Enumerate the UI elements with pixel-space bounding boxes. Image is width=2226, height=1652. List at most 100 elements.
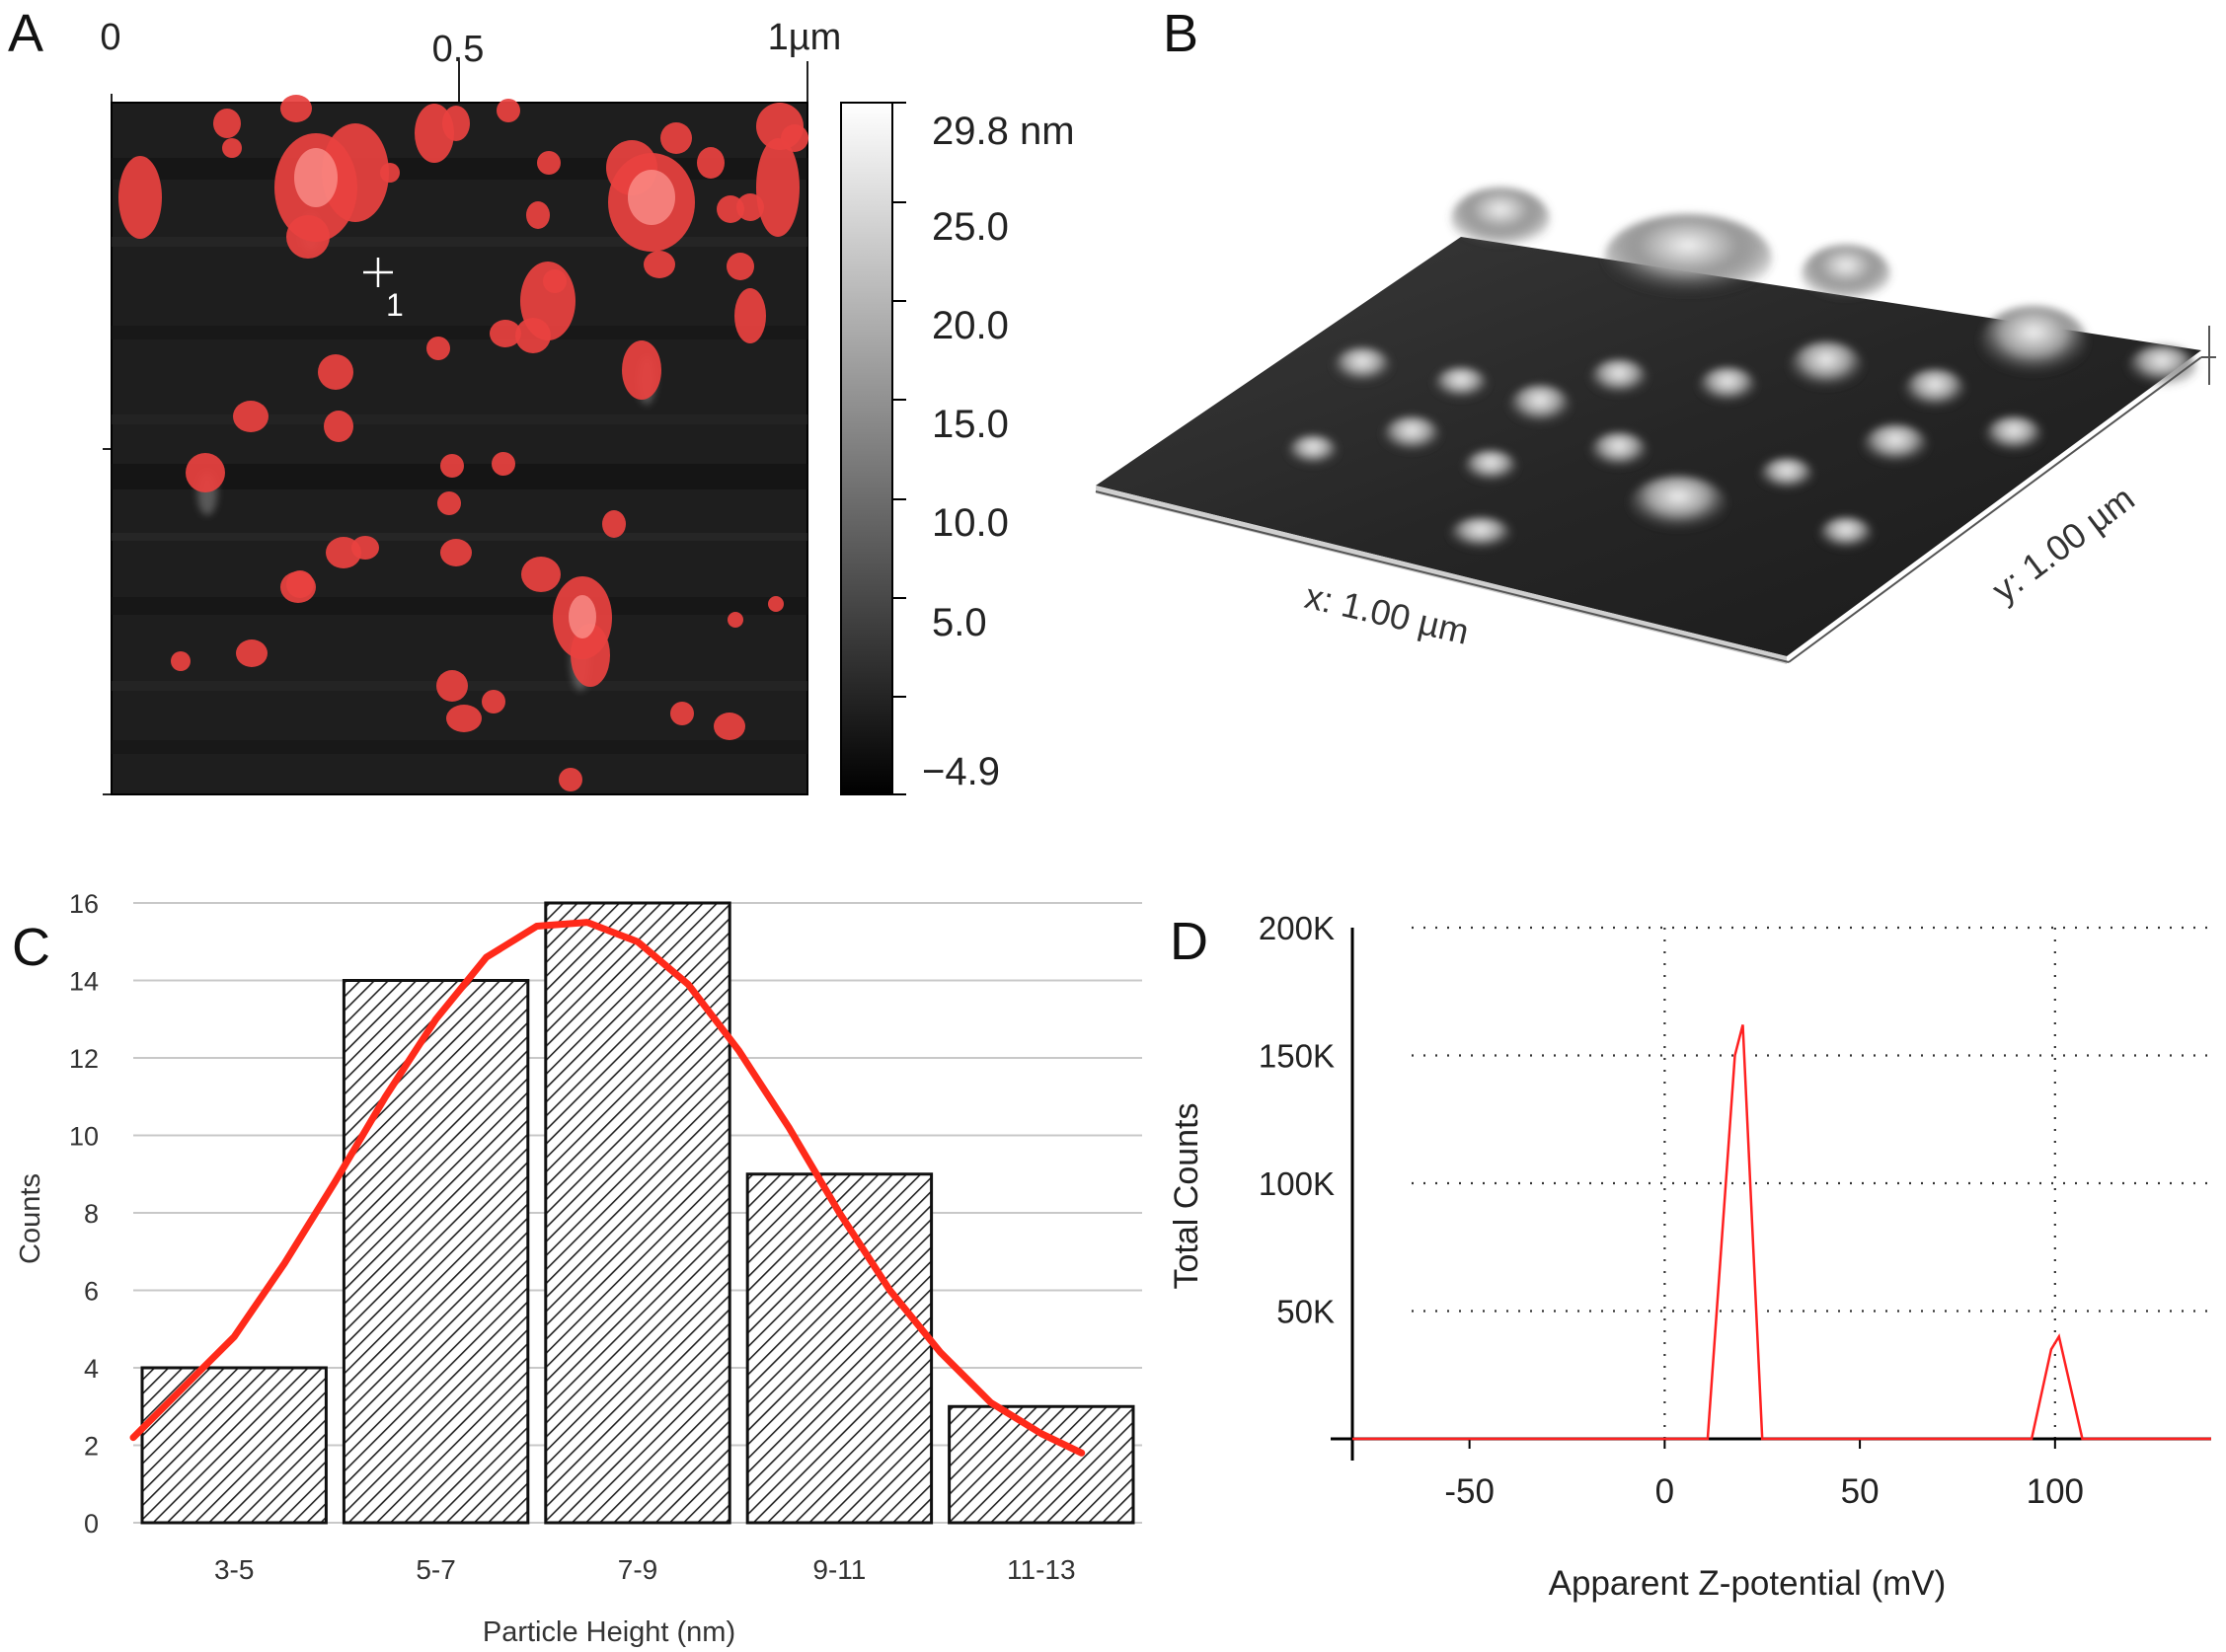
afm-particle bbox=[497, 99, 520, 122]
afm-particle bbox=[440, 454, 464, 478]
afm-particle bbox=[537, 151, 561, 175]
colorbar-label-10: 10.0 bbox=[932, 501, 1009, 545]
histogram-y-tick-label: 16 bbox=[69, 889, 99, 919]
panel-c: C 0 2 4 6 8 10 12 14 16 3-5 5-7 7-9 9-11 11-13 Parti… bbox=[12, 889, 1142, 1648]
afm-particle bbox=[622, 340, 661, 400]
colorbar-label-20: 20.0 bbox=[932, 304, 1009, 347]
afm-particle bbox=[351, 536, 379, 560]
histogram-y-tick-label: 2 bbox=[84, 1432, 99, 1462]
gaussian-fit-curve bbox=[129, 919, 1086, 1457]
panel-a: A 0 0.5 1µm bbox=[8, 4, 1075, 795]
zeta-y-tick-label: 150K bbox=[1259, 1038, 1335, 1075]
panel-a-label: A bbox=[8, 4, 43, 63]
afm-particle bbox=[515, 318, 551, 353]
zeta-y-ticks: 50K 100K 150K 200K bbox=[1259, 910, 1335, 1330]
afm-particle bbox=[436, 670, 468, 702]
zeta-x-tick-label: 100 bbox=[2027, 1472, 2084, 1511]
zeta-axes bbox=[1331, 928, 2211, 1461]
colorbar-label-25: 25.0 bbox=[932, 205, 1009, 249]
afm-particle bbox=[697, 147, 725, 179]
zeta-y-tick-label: 200K bbox=[1259, 910, 1335, 946]
zeta-potential-chart: 50K 100K 150K 200K -50 0 50 100 Apparent Z-pot… bbox=[1168, 910, 2211, 1603]
zeta-y-tick-label: 100K bbox=[1259, 1165, 1335, 1202]
histogram-y-tick-label: 6 bbox=[84, 1277, 99, 1307]
afm-particle bbox=[322, 123, 389, 222]
histogram-y-tick-label: 14 bbox=[69, 967, 99, 997]
afm-particle bbox=[442, 106, 470, 141]
histogram-bar bbox=[544, 901, 731, 1525]
afm-particle bbox=[482, 690, 505, 713]
afm-particle bbox=[213, 109, 241, 138]
histogram-bars bbox=[140, 901, 1135, 1525]
afm-particle bbox=[728, 612, 743, 628]
zeta-gridlines bbox=[1412, 926, 2211, 1439]
panel-b: B bbox=[1095, 4, 2216, 664]
histogram-bar bbox=[745, 1172, 934, 1525]
zeta-x-tick-label: 50 bbox=[1841, 1472, 1880, 1511]
zeta-y-axis-label: Total Counts bbox=[1168, 1103, 1205, 1290]
histogram-bar bbox=[140, 1366, 328, 1525]
histogram-bar bbox=[948, 1404, 1135, 1525]
panel-c-label: C bbox=[12, 918, 50, 977]
afm-particle bbox=[490, 320, 521, 347]
afm-particle bbox=[727, 253, 754, 280]
afm-particle bbox=[644, 251, 675, 278]
afm-particle bbox=[222, 138, 242, 158]
afm-particle bbox=[236, 639, 268, 667]
zeta-y-tick-label: 50K bbox=[1276, 1294, 1335, 1330]
afm-cursor-marker: 1 bbox=[363, 258, 404, 323]
afm-particle bbox=[768, 596, 784, 612]
histogram-y-ticks: 0 2 4 6 8 10 12 14 16 bbox=[69, 889, 99, 1539]
histogram-x-tick-label: 5-7 bbox=[416, 1554, 455, 1585]
afm-particle bbox=[286, 215, 330, 259]
histogram-y-tick-label: 12 bbox=[69, 1044, 99, 1074]
surface-x-label: x: 1.00 µm bbox=[1301, 575, 1473, 652]
histogram-y-tick-label: 4 bbox=[84, 1354, 99, 1384]
afm-3d-surface: x: 1.00 µm y: 1.00 µm bbox=[1095, 188, 2216, 664]
panel-d: D 50K 100K 150K 200K -50 0 50 100 Apparent Z-p… bbox=[1168, 910, 2211, 1603]
afm-particle bbox=[526, 201, 550, 229]
afm-particle bbox=[233, 401, 269, 432]
histogram-chart: 0 2 4 6 8 10 12 14 16 3-5 5-7 7-9 9-11 11-13 Particl… bbox=[15, 889, 1142, 1648]
afm-particle bbox=[324, 411, 353, 442]
afm-particle bbox=[714, 713, 745, 740]
histogram-bar bbox=[342, 979, 530, 1525]
afm-particle bbox=[670, 702, 694, 725]
afm-particle bbox=[602, 510, 626, 538]
afm-cursor-label: 1 bbox=[386, 287, 404, 323]
afm-particle bbox=[171, 651, 191, 671]
afm-particle bbox=[756, 138, 800, 237]
panel-b-label: B bbox=[1163, 4, 1198, 63]
afm-particle bbox=[437, 491, 461, 515]
panel-d-label: D bbox=[1170, 912, 1208, 971]
afm-particle bbox=[286, 570, 314, 598]
afm-x-tick-0: 0 bbox=[100, 17, 120, 58]
afm-particle bbox=[280, 95, 312, 122]
colorbar-label-min: −4.9 bbox=[922, 750, 1000, 793]
afm-particle bbox=[492, 452, 515, 476]
afm-particle-highlight bbox=[628, 170, 675, 225]
zeta-x-tick-label: 0 bbox=[1655, 1472, 1674, 1511]
zeta-x-axis-label: Apparent Z-potential (mV) bbox=[1549, 1564, 1947, 1603]
surface-y-label: y: 1.00 µm bbox=[1984, 478, 2141, 610]
histogram-x-tick-label: 11-13 bbox=[1007, 1554, 1076, 1585]
colorbar-label-5: 5.0 bbox=[932, 601, 987, 644]
afm-particle bbox=[380, 163, 400, 183]
afm-x-tick-1: 1µm bbox=[768, 17, 842, 58]
afm-image: 1 bbox=[111, 95, 808, 795]
colorbar: 29.8 nm 25.0 20.0 15.0 10.0 5.0 −4.9 bbox=[840, 102, 1075, 795]
afm-particle bbox=[521, 557, 561, 592]
histogram-y-axis-label: Counts bbox=[15, 1173, 46, 1264]
afm-particle bbox=[118, 156, 162, 239]
histogram-y-tick-label: 8 bbox=[84, 1199, 99, 1229]
afm-particle bbox=[440, 539, 472, 566]
zeta-series-line bbox=[1352, 1024, 2211, 1441]
afm-particle bbox=[781, 124, 808, 152]
histogram-x-tick-label: 9-11 bbox=[812, 1554, 866, 1585]
afm-particle bbox=[734, 288, 766, 343]
histogram-x-axis-label: Particle Height (nm) bbox=[483, 1616, 735, 1648]
afm-particle bbox=[186, 453, 225, 492]
colorbar-label-15: 15.0 bbox=[932, 403, 1009, 446]
histogram-x-tick-label: 3-5 bbox=[214, 1554, 254, 1585]
